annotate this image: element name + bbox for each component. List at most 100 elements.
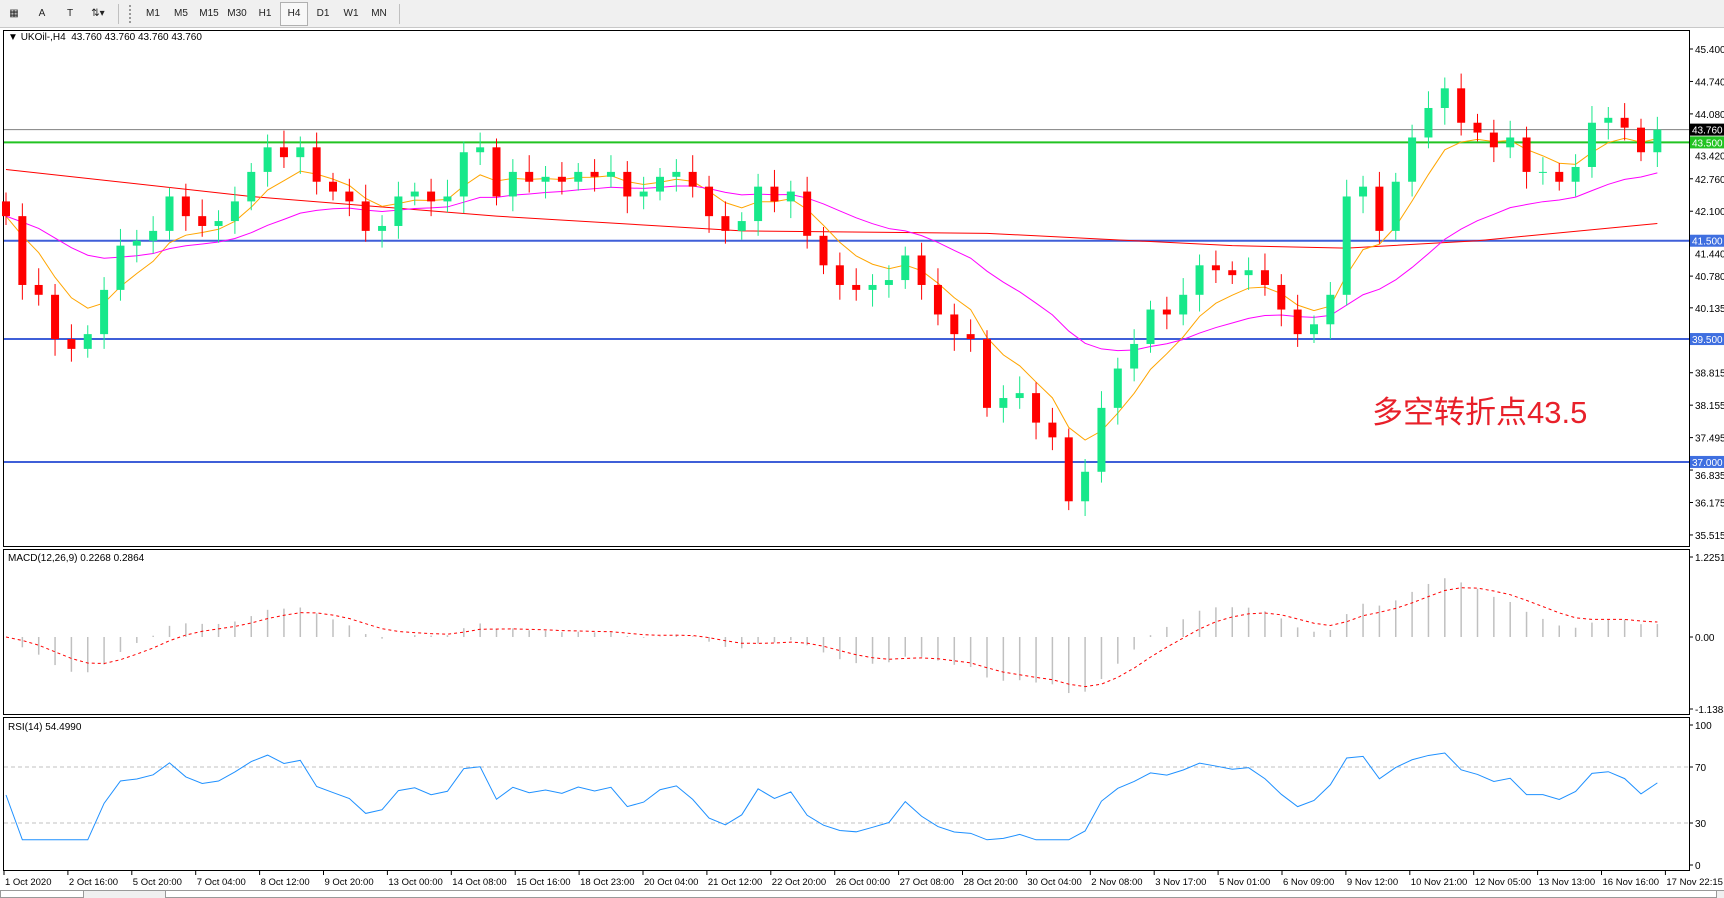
candle-body[interactable] [508,171,517,197]
candle-body[interactable] [67,339,76,349]
timeframe-w1-button[interactable]: W1 [338,3,364,25]
candle-body[interactable] [459,152,468,197]
candle-body[interactable] [1424,107,1433,138]
candle-body[interactable] [852,284,861,290]
candle-body[interactable] [901,255,910,281]
candle-body[interactable] [100,289,109,335]
candle-body[interactable] [574,171,583,182]
candle-body[interactable] [476,147,485,153]
candle-body[interactable] [51,294,60,340]
candle-body[interactable] [1342,196,1351,295]
candle-body[interactable] [688,171,697,187]
grid-tool-button[interactable]: ▦ [1,3,27,25]
candle-body[interactable] [116,245,125,290]
candle-body[interactable] [1375,186,1384,231]
candle-body[interactable] [443,196,452,202]
candle-body[interactable] [786,191,795,202]
candle-body[interactable] [329,181,337,192]
candle-body[interactable] [541,176,550,182]
candle-body[interactable] [1457,88,1466,123]
candle-body[interactable] [1310,324,1318,335]
timeframe-h1-button[interactable]: H1 [252,3,278,25]
candle-body[interactable] [557,176,566,182]
candle-body[interactable] [1293,309,1302,335]
candle-body[interactable] [606,171,615,177]
candle-body[interactable] [83,334,92,349]
candle-body[interactable] [983,339,991,408]
candle-body[interactable] [378,225,387,231]
timeframe-m30-button[interactable]: M30 [224,3,250,25]
candle-body[interactable] [198,216,207,226]
candle-body[interactable] [361,201,370,231]
candle-body[interactable] [868,284,877,290]
candle-body[interactable] [1195,265,1204,295]
candle-body[interactable] [639,191,648,197]
candle-body[interactable] [345,191,354,202]
candle-body[interactable] [656,176,664,192]
candle-body[interactable] [623,171,632,197]
candle-body[interactable] [819,235,828,266]
candle-body[interactable] [296,147,305,158]
candle-body[interactable] [1620,117,1629,128]
candle-body[interactable] [394,196,403,226]
candle-body[interactable] [247,171,256,202]
candle-body[interactable] [34,284,43,295]
candle-body[interactable] [1555,171,1564,182]
candle-body[interactable] [1277,284,1286,310]
candle-body[interactable] [492,147,501,197]
candle-body[interactable] [525,171,534,182]
candle-body[interactable] [950,314,959,335]
collapse-triangle-icon[interactable]: ▼ [8,32,21,43]
candle-body[interactable] [165,196,174,231]
candle-body[interactable] [1162,309,1171,315]
candle-body[interactable] [1097,407,1106,472]
candle-body[interactable] [705,186,714,217]
timeframe-h4-button[interactable]: H4 [280,1,308,26]
timeframe-m15-button[interactable]: M15 [196,3,222,25]
candle-body[interactable] [1326,294,1335,325]
toolbar-grip[interactable] [129,4,135,23]
candle-body[interactable] [1244,270,1253,276]
candle-body[interactable] [214,221,223,226]
candle-body[interactable] [1146,309,1155,344]
candle-body[interactable] [917,255,926,285]
candle-body[interactable] [1637,127,1645,153]
chart-canvas[interactable]: 45.400 44.740 44.080 43.420 42.760 42.100 41.4… [0,27,1724,890]
candle-body[interactable] [1113,368,1122,408]
text-tool-button[interactable]: A [29,3,55,25]
candle-body[interactable] [1571,166,1580,182]
candle-body[interactable] [1489,132,1498,148]
candle-body[interactable] [590,171,599,177]
candle-body[interactable] [427,191,436,202]
candle-body[interactable] [1538,171,1547,173]
candle-body[interactable] [966,334,975,340]
candle-body[interactable] [672,171,681,177]
candle-body[interactable] [770,186,779,202]
candle-body[interactable] [1228,270,1237,276]
candle-body[interactable] [1081,471,1090,502]
candle-body[interactable] [279,147,288,158]
candle-body[interactable] [1260,270,1269,285]
candle-body[interactable] [737,221,746,231]
candle-body[interactable] [18,216,27,285]
candle-body[interactable] [230,201,239,222]
timeframe-m1-button[interactable]: M1 [140,3,166,25]
arrows-tool-button[interactable]: ⇅▾ [85,3,111,25]
candle-body[interactable] [1604,117,1613,123]
candle-body[interactable] [132,240,141,246]
candle-body[interactable] [1359,186,1368,197]
candle-body[interactable] [933,284,942,315]
candle-body[interactable] [1048,422,1057,438]
candle-body[interactable] [754,186,763,222]
timeframe-d1-button[interactable]: D1 [310,3,336,25]
candle-body[interactable] [312,147,321,182]
candle-body[interactable] [1653,129,1662,153]
candle-body[interactable] [1408,137,1417,182]
candle-body[interactable] [1211,265,1220,271]
candle-body[interactable] [1506,137,1515,148]
candle-body[interactable] [1032,393,1041,423]
candle-body[interactable] [1587,122,1596,167]
candle-body[interactable] [2,201,10,217]
candle-body[interactable] [884,280,893,285]
candle-body[interactable] [721,216,730,231]
